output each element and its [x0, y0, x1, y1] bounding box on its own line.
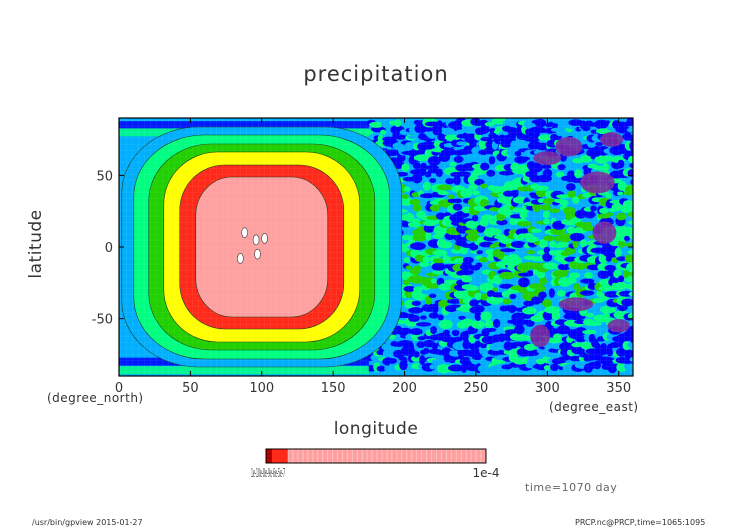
y-axis-unit: (degree_north) — [47, 391, 144, 405]
x-axis-ticks: 0 50 100 150 200 250 300 350 — [115, 118, 631, 396]
x-axis-unit: (degree_east) — [549, 400, 639, 414]
x-tick-label: 300 — [535, 381, 560, 396]
footer-right-text: PRCP.nc@PRCP,time=1065:1095 — [575, 518, 706, 527]
x-tick-label: 150 — [321, 381, 346, 396]
grid-overlay — [119, 118, 633, 376]
y-tick-label: 0 — [105, 241, 113, 256]
y-axis-ticks: -50 0 50 — [92, 169, 633, 328]
y-tick-label: 50 — [96, 169, 113, 184]
time-label: time=1070 day — [525, 481, 618, 494]
x-tick-label: 250 — [464, 381, 489, 396]
x-tick-label: 50 — [182, 381, 199, 396]
footer-left-text: /usr/bin/gpview 2015-01-27 — [32, 518, 143, 527]
x-tick-label: 350 — [606, 381, 631, 396]
chart-title: precipitation — [303, 62, 449, 86]
colorbar-segment — [288, 449, 486, 463]
colorbar-segment — [272, 449, 288, 463]
colorbar-label-min: 1e-10e-8e-9e-6e-5e-7 — [251, 466, 285, 480]
y-tick-label: -50 — [92, 313, 113, 328]
colorbar-frame — [265, 448, 487, 464]
x-tick-label: 0 — [115, 381, 123, 396]
x-axis-label: longitude — [333, 419, 419, 439]
y-axis-label: latitude — [26, 209, 46, 279]
colorbar-segment — [266, 449, 272, 463]
x-tick-label: 200 — [392, 381, 417, 396]
x-tick-label: 100 — [249, 381, 274, 396]
colorbar-label-max: 1e-4 — [473, 466, 500, 480]
colorbar: 1e-4 1e-10e-8e-9e-6e-5e-7 — [251, 448, 500, 480]
plot-area — [119, 118, 633, 376]
